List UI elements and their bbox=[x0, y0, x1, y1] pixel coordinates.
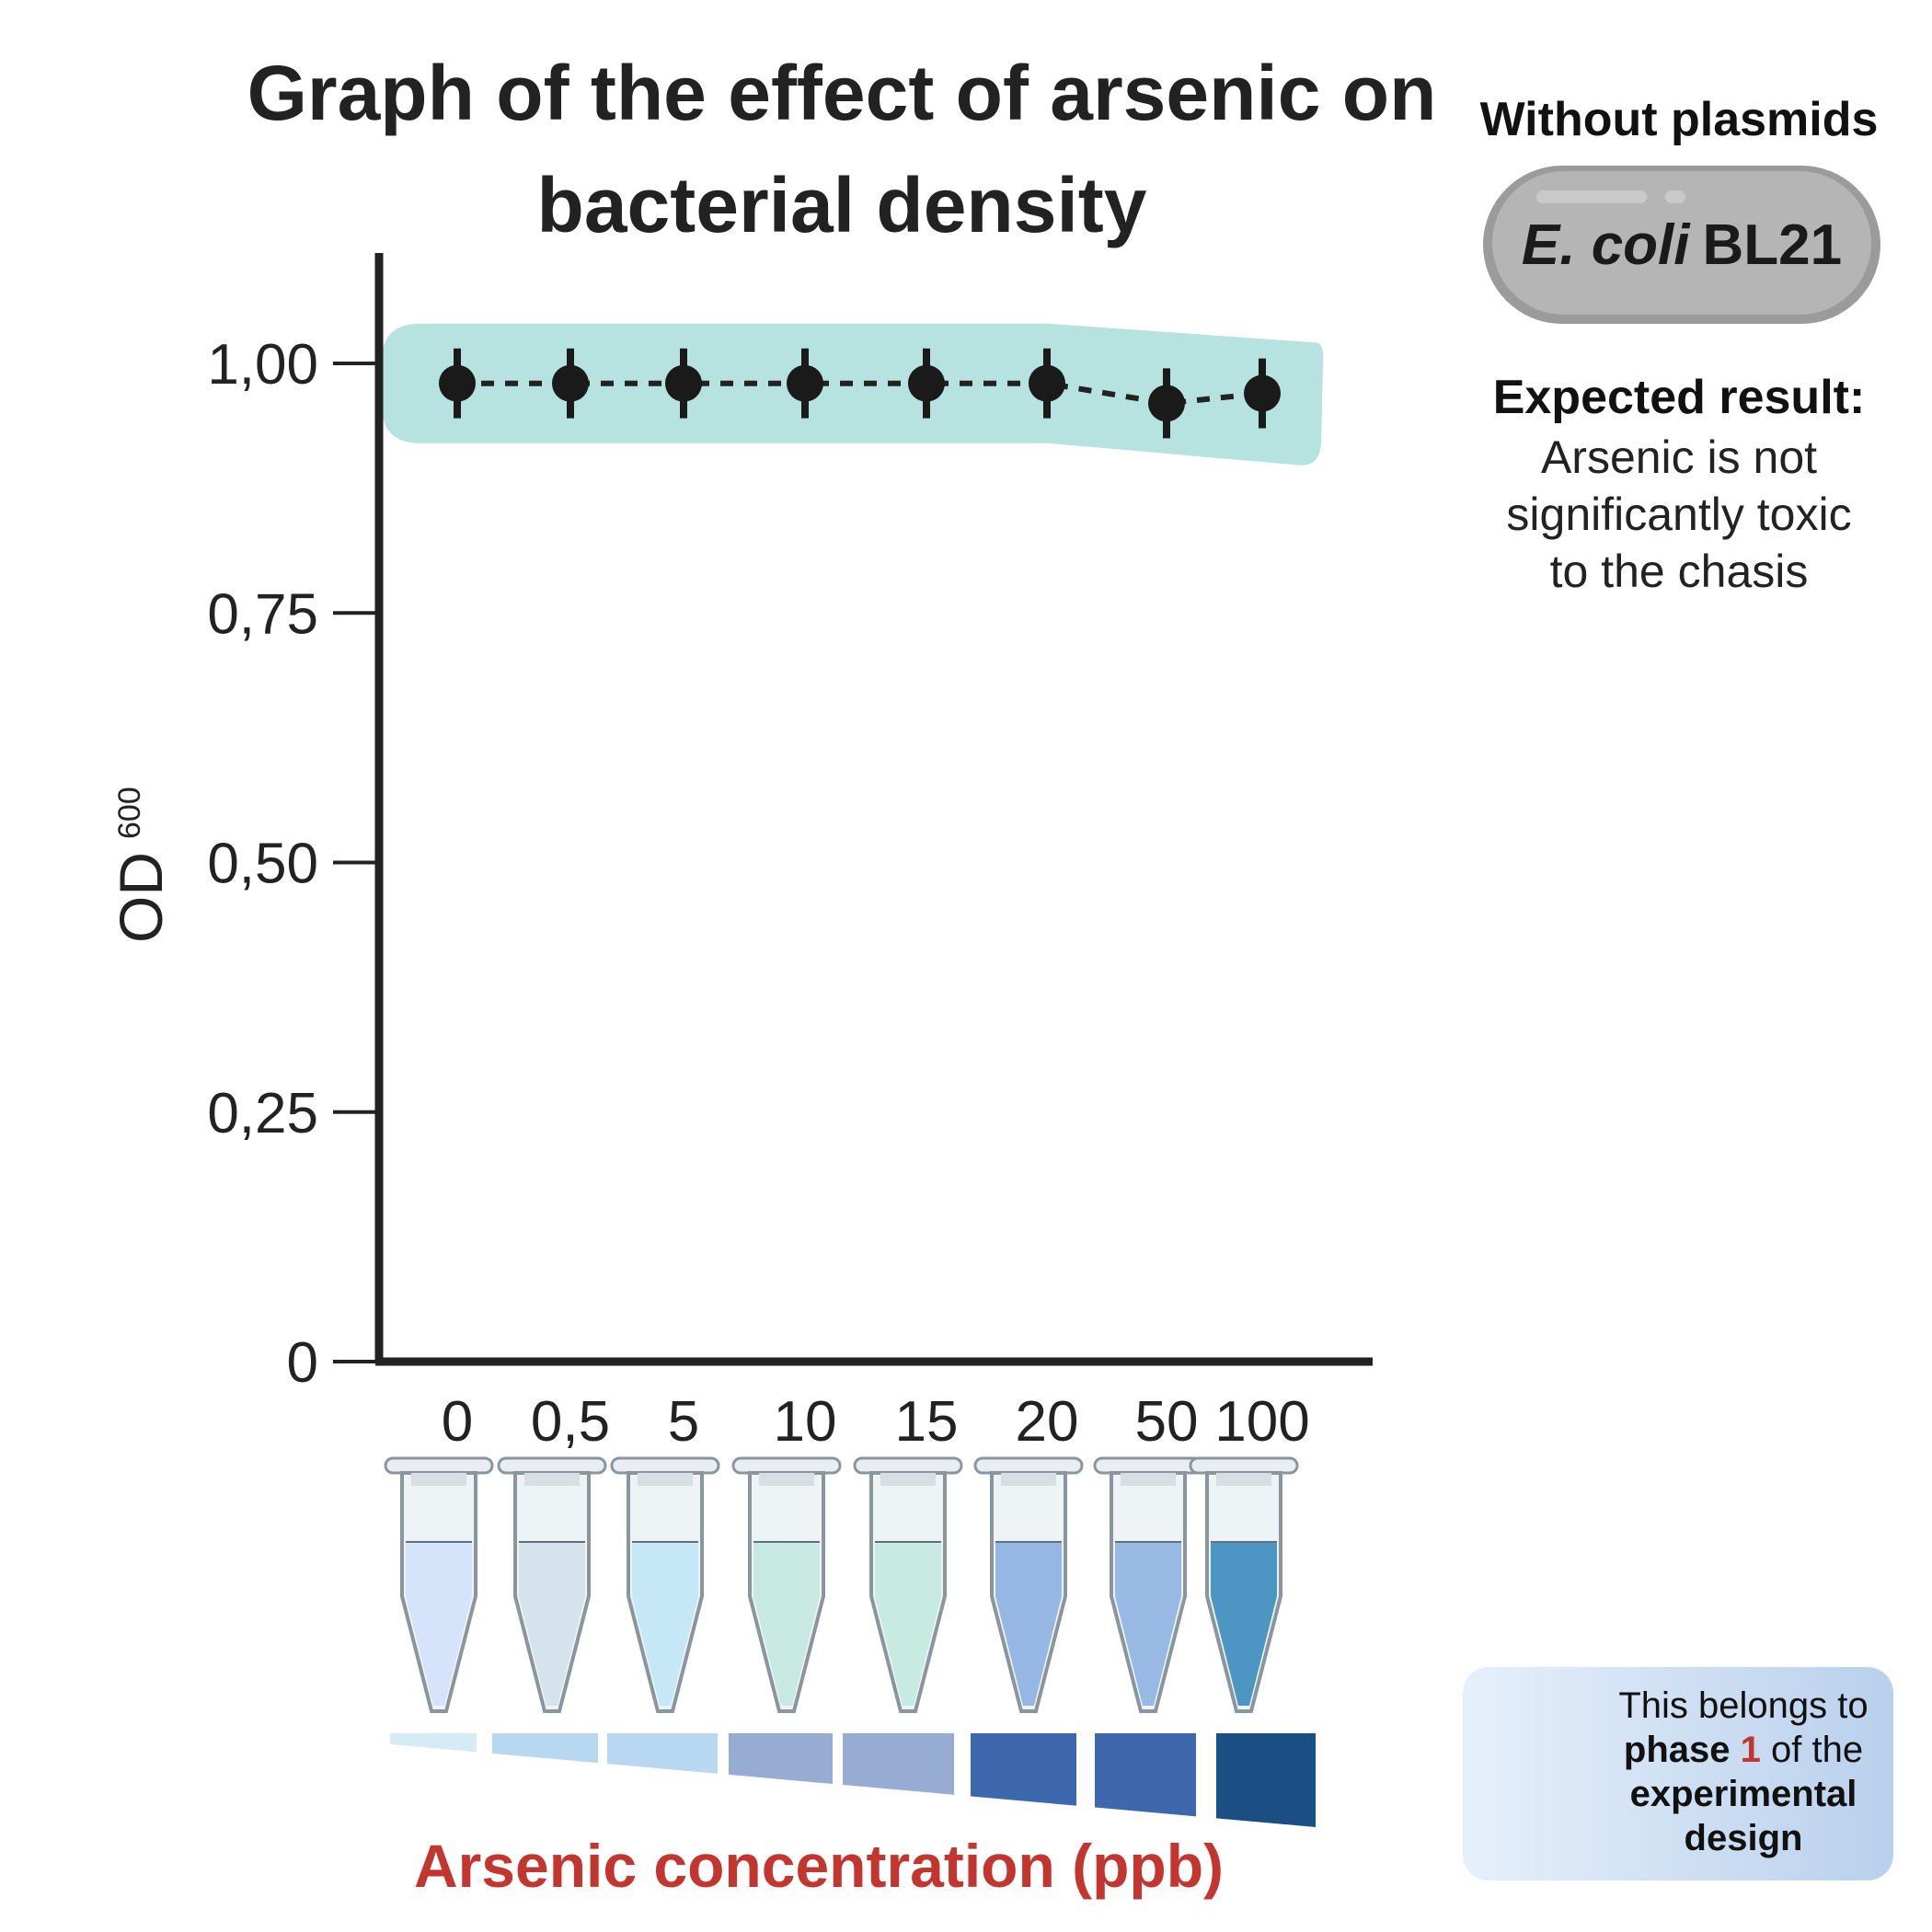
gradient-segment bbox=[607, 1733, 718, 1774]
y-tick-label: 0,50 bbox=[207, 833, 318, 896]
tube-rim bbox=[759, 1473, 814, 1486]
x-tick-label: 100 bbox=[1214, 1390, 1309, 1454]
tube-rim bbox=[1001, 1473, 1056, 1486]
series-line bbox=[457, 380, 1263, 407]
phase-line-2-rest: of the bbox=[1771, 1730, 1864, 1770]
y-axis-label-main: OD bbox=[107, 852, 175, 943]
data-point bbox=[439, 364, 476, 402]
expected-result-heading: Expected result: bbox=[1492, 371, 1866, 424]
x-tick-label: 50 bbox=[1135, 1390, 1199, 1454]
expected-result-text: Arsenic is not significantly toxic to th… bbox=[1463, 429, 1895, 600]
data-point bbox=[552, 364, 589, 402]
x-tick-label: 0,5 bbox=[531, 1390, 610, 1454]
y-axis-label-subscript: 600 bbox=[112, 787, 147, 839]
data-point bbox=[665, 364, 702, 402]
x-tick-label: 10 bbox=[774, 1390, 837, 1454]
tube-icon bbox=[973, 1456, 1084, 1713]
axes bbox=[374, 253, 1373, 1366]
tube-cap bbox=[610, 1456, 720, 1475]
x-tick-labels: 0 0,5 5 10 15 20 50 100 bbox=[442, 1390, 1310, 1454]
tube-rim bbox=[1121, 1473, 1176, 1486]
tube-liquid bbox=[1211, 1542, 1277, 1706]
tube-liquid bbox=[1115, 1542, 1181, 1706]
strain-species: E. coli bbox=[1521, 213, 1690, 277]
y-ticks: 0 0,25 0,50 0,75 1,00 bbox=[207, 333, 375, 1395]
x-tick-label: 0 bbox=[442, 1390, 473, 1454]
tube-liquid bbox=[406, 1542, 472, 1706]
y-tick-label: 0,25 bbox=[207, 1082, 318, 1145]
y-tick-label: 0 bbox=[287, 1331, 318, 1395]
tube-rim bbox=[1216, 1473, 1271, 1486]
data-point bbox=[908, 364, 945, 402]
tube-liquid bbox=[875, 1542, 941, 1706]
tube-rim bbox=[524, 1473, 580, 1486]
tube-icon bbox=[497, 1456, 607, 1713]
x-tick-label: 5 bbox=[668, 1390, 699, 1454]
expected-result-line: to the chasis bbox=[1549, 546, 1809, 597]
data-point bbox=[787, 364, 823, 402]
gradient-segment bbox=[390, 1733, 477, 1753]
tube-liquid bbox=[753, 1542, 820, 1706]
strain-heading: Without plasmids bbox=[1479, 93, 1879, 146]
gradient-segment bbox=[971, 1733, 1076, 1806]
phase-word: phase bbox=[1623, 1730, 1731, 1770]
strain-name: BL21 bbox=[1702, 213, 1843, 277]
tube-liquid bbox=[632, 1542, 698, 1706]
chart-title: Graph of the effect of arsenic on bacter… bbox=[247, 50, 1437, 248]
gradient-segment bbox=[492, 1733, 598, 1764]
y-tick-label: 1,00 bbox=[207, 333, 318, 397]
data-point bbox=[1029, 364, 1065, 402]
phase-line-1: This belongs to bbox=[1618, 1685, 1869, 1726]
phase-line-4: design bbox=[1684, 1818, 1803, 1858]
gradient-segment bbox=[1095, 1733, 1196, 1817]
series bbox=[439, 348, 1281, 439]
tube-liquid bbox=[995, 1542, 1062, 1706]
tube-cap bbox=[1093, 1456, 1203, 1475]
tube-rim bbox=[880, 1473, 936, 1486]
tube-rim bbox=[638, 1473, 693, 1486]
gradient-segment bbox=[843, 1733, 954, 1795]
tube-cap bbox=[497, 1456, 607, 1475]
tube-cap bbox=[384, 1456, 494, 1475]
y-axis-label: OD 600 bbox=[107, 787, 175, 943]
tube-cap bbox=[973, 1456, 1084, 1475]
tube-cap bbox=[1189, 1456, 1299, 1475]
tube-icon bbox=[1189, 1456, 1299, 1713]
phase-number: 1 bbox=[1740, 1730, 1761, 1770]
highlight-band bbox=[382, 323, 1324, 466]
tube-icon bbox=[731, 1456, 842, 1713]
x-tick-label: 15 bbox=[895, 1390, 959, 1454]
tube-rim bbox=[411, 1473, 466, 1486]
tube-icon bbox=[853, 1456, 963, 1713]
phase-card bbox=[1463, 1667, 1893, 1880]
x-axis-label: Arsenic concentration (ppb) bbox=[413, 1832, 1225, 1900]
gradient-segment bbox=[1216, 1733, 1316, 1827]
tubes bbox=[384, 1456, 1299, 1713]
tube-cap bbox=[853, 1456, 963, 1475]
strain-label: E. coli BL21 bbox=[1481, 164, 1882, 326]
tube-cap bbox=[731, 1456, 842, 1475]
x-tick-label: 20 bbox=[1016, 1390, 1079, 1454]
y-tick-label: 0,75 bbox=[207, 582, 318, 646]
highlight-band-shape bbox=[382, 323, 1324, 466]
tube-liquid bbox=[519, 1542, 585, 1706]
tube-icon bbox=[610, 1456, 720, 1713]
phase-line-2: phase 1 of the bbox=[1601, 1728, 1886, 1772]
tube-icon bbox=[384, 1456, 494, 1713]
expected-result-line: significantly toxic bbox=[1506, 489, 1852, 540]
expected-result-line: Arsenic is not bbox=[1540, 431, 1818, 483]
gradient-segment bbox=[729, 1733, 833, 1785]
data-point bbox=[1244, 374, 1281, 412]
concentration-gradient bbox=[390, 1733, 1316, 1827]
phase-line-3: experimental bbox=[1629, 1774, 1857, 1814]
data-point bbox=[1148, 385, 1185, 422]
phase-card-text: This belongs to phase 1 of the experimen… bbox=[1601, 1684, 1886, 1860]
bacterium-pill bbox=[1483, 166, 1880, 324]
tube-icon bbox=[1093, 1456, 1203, 1713]
